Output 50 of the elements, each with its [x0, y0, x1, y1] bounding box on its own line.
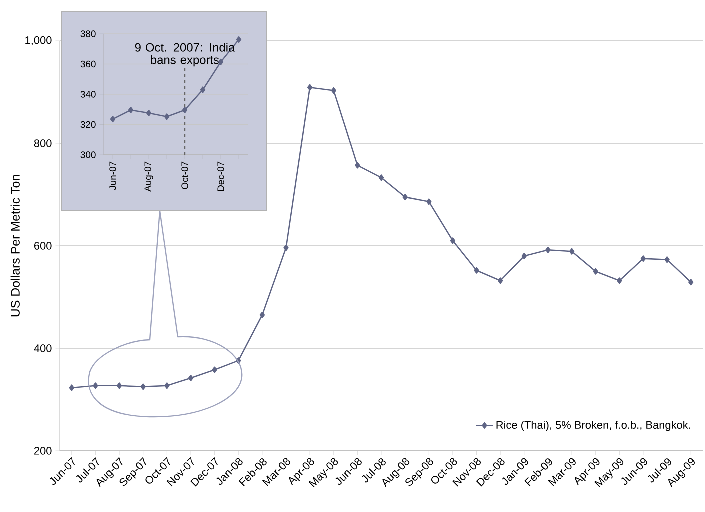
y-tick-label: 600	[34, 242, 52, 250]
y-tick-label: 200	[34, 447, 52, 455]
x-tick-label: Aug-07	[144, 162, 154, 192]
point	[498, 278, 504, 284]
y-tick-label: 320	[80, 121, 96, 128]
point	[307, 84, 313, 91]
point	[617, 278, 622, 284]
point	[164, 382, 170, 390]
point	[426, 198, 432, 206]
point	[212, 366, 218, 374]
point	[140, 384, 146, 390]
point	[200, 86, 206, 94]
x-tick-label: Oct-07	[182, 162, 188, 190]
y-tick-label: 340	[80, 91, 96, 98]
point	[93, 382, 98, 390]
point	[664, 256, 670, 264]
point	[593, 268, 598, 275]
point	[164, 114, 170, 120]
point	[331, 87, 336, 94]
point	[110, 116, 116, 123]
y-tick-label: 400	[34, 344, 52, 352]
point	[546, 246, 551, 254]
point	[450, 238, 456, 244]
y-tick-label: 1,000	[26, 36, 52, 46]
point	[146, 110, 152, 116]
point	[378, 174, 384, 182]
point	[474, 267, 480, 274]
y-tick-label: 380	[80, 30, 96, 38]
point	[402, 194, 408, 201]
point	[182, 106, 188, 114]
legend-label: Rice (Thai), 5% Broken, f.o.b., Bangkok.	[496, 420, 690, 432]
point	[188, 374, 194, 382]
point	[69, 384, 74, 392]
point	[128, 106, 134, 114]
ref-line-label: 9 Oct. 2007: India bans exports	[135, 43, 236, 67]
point	[355, 162, 360, 169]
y-axis-title: US Dollars Per Metric Ton	[10, 175, 20, 317]
x-tick-label: Jun-07	[110, 162, 116, 190]
point	[116, 382, 122, 390]
y-tick-label: 800	[34, 140, 52, 148]
y-tick-label: 300	[80, 152, 96, 158]
point	[688, 279, 694, 286]
point	[522, 253, 527, 260]
x-tick-label: Dec-07	[218, 162, 224, 192]
point	[640, 256, 646, 262]
y-tick-label: 360	[80, 60, 96, 68]
point	[284, 244, 289, 252]
point	[569, 248, 575, 255]
point	[236, 36, 242, 43]
point	[260, 312, 266, 318]
